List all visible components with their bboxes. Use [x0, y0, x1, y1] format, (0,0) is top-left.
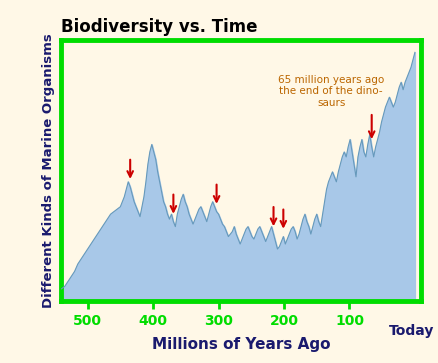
Text: Today: Today — [388, 324, 433, 338]
Y-axis label: Different Kinds of Marine Organisms: Different Kinds of Marine Organisms — [42, 33, 54, 308]
Text: 65 million years ago
the end of the dino-
saurs: 65 million years ago the end of the dino… — [277, 75, 383, 108]
Text: Biodiversity vs. Time: Biodiversity vs. Time — [61, 17, 258, 36]
X-axis label: Millions of Years Ago: Millions of Years Ago — [152, 337, 330, 352]
